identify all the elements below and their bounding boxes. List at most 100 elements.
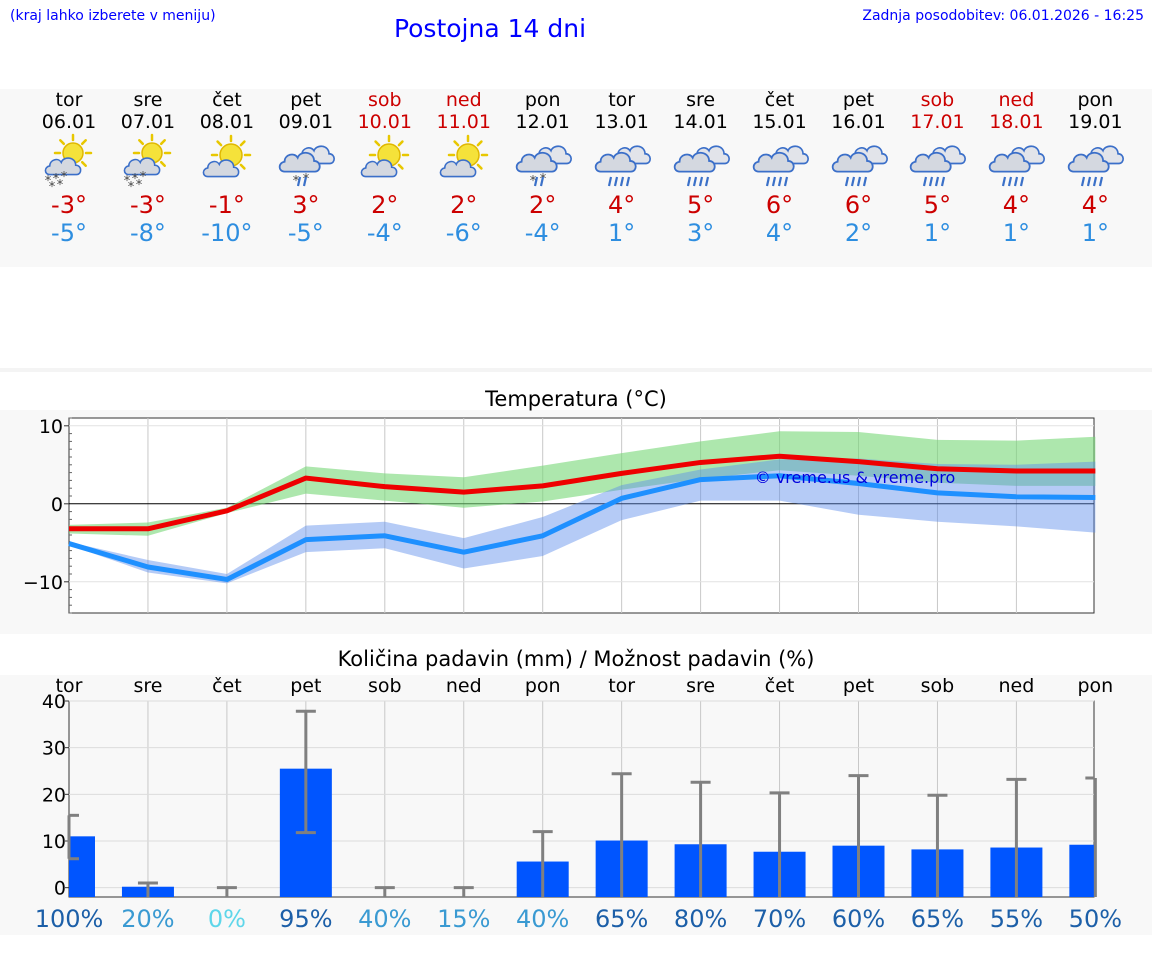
temperature-chart: 10 0 −10 © vreme.us & vreme.pro [23,416,1096,614]
cloud-rain-icon [907,133,967,193]
day-date: 16.01 [831,111,886,133]
x-category-label: čet [212,675,242,697]
x-category-label: sob [921,675,955,697]
day-date: 08.01 [199,111,255,133]
day-date: 07.01 [120,111,176,133]
x-category-label: pet [290,675,321,697]
precip-probability: 55% [990,905,1043,933]
precip-bar [69,836,95,897]
x-category-label: sre [133,675,162,697]
page-title: Postojna 14 dni [393,14,587,43]
precip-probability: 80% [674,905,727,933]
precip-probability: 65% [911,905,964,933]
day-column: pet 16.01 6° 2° [819,89,899,247]
day-name: ned [998,89,1035,111]
day-name: sre [686,89,716,111]
day-name: tor [608,89,636,111]
precipitation-chart: tor sre čet pet sob ned pon tor sre čet pet sob ned p… [35,675,1122,933]
temp-min: -10° [201,219,253,247]
sun-cloud-snow-icon: * * * * * [118,133,178,195]
svg-text:*: * [45,174,52,189]
day-name: sob [920,89,955,111]
temp-max: 4° [1081,191,1109,219]
svg-text:*: * [124,174,131,189]
precip-probability: 40% [358,905,411,933]
svg-text:*: * [53,172,60,187]
x-category-label: ned [446,675,482,697]
precip-probability: 65% [595,905,648,933]
svg-text:*: * [140,170,147,185]
svg-text:*: * [128,180,135,193]
x-category-label: čet [765,675,795,697]
y-tick-label: 20 [42,784,66,806]
temp-max: 5° [686,191,715,219]
day-name: pon [524,89,561,111]
day-column: ned 18.01 4° 1° [976,89,1056,247]
temp-max: 3° [292,191,320,219]
temp-max: 4° [1002,191,1031,219]
cloud-rain-icon [829,133,889,193]
max-temperature-line [69,453,1096,532]
cloud-rain-icon [986,133,1046,193]
svg-text:*: * [136,178,143,193]
precip-probability: 50% [1069,905,1122,933]
y-tick-label: 0 [51,494,63,516]
day-date: 12.01 [515,111,570,133]
day-name: ned [445,89,482,111]
temp-max: -3° [51,191,87,219]
day-column: sre 07.01 * * * * * -3° -8° [108,89,188,247]
precip-probability: 0% [208,905,246,933]
day-name: pet [842,89,875,111]
day-date: 18.01 [989,111,1044,133]
y-tick-label: 10 [39,416,63,438]
day-column: ned 11.01 2° -6° [424,89,504,247]
temp-min: -8° [129,219,166,247]
svg-text:*: * [132,172,139,187]
x-category-label: pon [1077,675,1113,697]
temp-min: -5° [287,219,324,247]
day-column: sob 10.01 2° -4° [345,89,425,247]
temp-max: -3° [129,191,166,219]
temp-min: 1° [608,219,636,247]
temp-max: 5° [923,191,952,219]
day-column: čet 08.01 -1° -10° [187,89,267,247]
precip-probability: 95% [279,905,332,933]
temp-max: 2° [371,191,399,219]
day-date: 13.01 [594,111,649,133]
forecast-band [0,89,1152,267]
y-tick-label: 0 [54,878,66,900]
min-uncertainty-band [69,458,1096,584]
temp-min: 4° [765,219,794,247]
cloud-sleet-icon: ** [513,133,573,193]
precip-chart-title: Količina padavin (mm) / Možnost padavin … [337,647,815,671]
day-date: 19.01 [1068,111,1123,133]
y-tick-label: 40 [42,691,66,713]
x-category-label: tor [608,675,635,697]
day-column: sre 14.01 5° 3° [661,89,741,247]
day-column: tor 13.01 4° 1° [582,89,662,247]
y-tick-label: 10 [42,831,66,853]
day-date: 11.01 [436,111,491,133]
temp-min: -6° [445,219,482,247]
temp-min: 1° [1002,219,1031,247]
day-name: tor [55,89,83,111]
divider [0,368,1152,372]
x-category-label: sob [368,675,402,697]
day-column: čet 15.01 6° 4° [740,89,820,247]
day-name: čet [764,89,795,111]
location-hint: (kraj lahko izberete v meniju) [10,8,216,24]
last-update: Zadnja posodobitev: 06.01.2026 - 16:25 [862,8,1144,24]
temp-min: -5° [51,219,87,247]
day-date: 14.01 [673,111,728,133]
temp-max: 6° [765,191,794,219]
temp-min: 3° [686,219,715,247]
precip-probability: 100% [35,905,104,933]
cloud-rain-icon [750,133,810,193]
day-name: pet [290,89,322,111]
min-temperature-line [68,473,1096,582]
temperature-chart-title: Temperatura (°C) [485,387,667,411]
precip-probability: 40% [516,905,569,933]
y-tick-label: 30 [42,738,66,760]
daily-forecast: tor 06.01 * * * * * -3° -5° sre 07.01 * * * * * -3° -8° če… [0,89,1152,267]
